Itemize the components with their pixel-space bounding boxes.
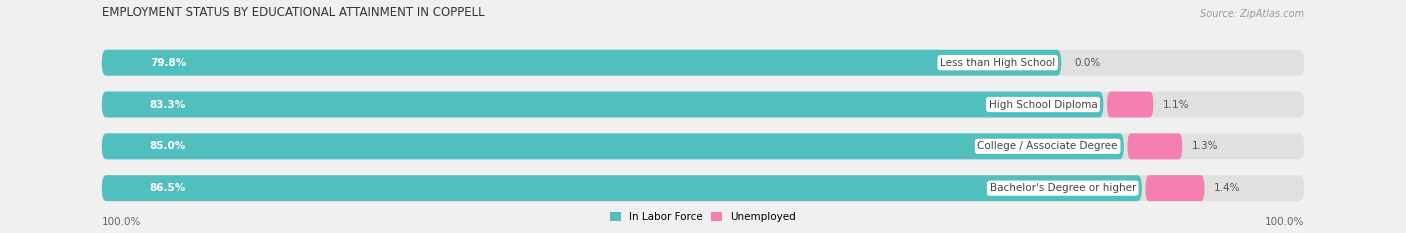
FancyBboxPatch shape — [101, 175, 1142, 201]
FancyBboxPatch shape — [101, 133, 1305, 159]
Text: 83.3%: 83.3% — [150, 99, 186, 110]
Text: High School Diploma: High School Diploma — [988, 99, 1098, 110]
FancyBboxPatch shape — [101, 175, 1305, 201]
Text: Less than High School: Less than High School — [941, 58, 1056, 68]
Legend: In Labor Force, Unemployed: In Labor Force, Unemployed — [610, 212, 796, 222]
FancyBboxPatch shape — [101, 50, 1062, 76]
FancyBboxPatch shape — [1128, 133, 1182, 159]
Text: 1.4%: 1.4% — [1213, 183, 1240, 193]
Text: 86.5%: 86.5% — [150, 183, 186, 193]
FancyBboxPatch shape — [101, 50, 1305, 76]
FancyBboxPatch shape — [101, 92, 1305, 117]
Text: Source: ZipAtlas.com: Source: ZipAtlas.com — [1201, 9, 1305, 19]
FancyBboxPatch shape — [101, 92, 1104, 117]
Text: 1.3%: 1.3% — [1192, 141, 1219, 151]
Text: 85.0%: 85.0% — [150, 141, 186, 151]
FancyBboxPatch shape — [1146, 175, 1205, 201]
Text: 100.0%: 100.0% — [101, 217, 141, 227]
Text: 79.8%: 79.8% — [150, 58, 186, 68]
Text: College / Associate Degree: College / Associate Degree — [977, 141, 1118, 151]
Text: Bachelor's Degree or higher: Bachelor's Degree or higher — [990, 183, 1136, 193]
Text: 100.0%: 100.0% — [1265, 217, 1305, 227]
FancyBboxPatch shape — [101, 133, 1123, 159]
Text: 1.1%: 1.1% — [1163, 99, 1189, 110]
FancyBboxPatch shape — [1107, 92, 1153, 117]
Text: 0.0%: 0.0% — [1074, 58, 1101, 68]
Text: EMPLOYMENT STATUS BY EDUCATIONAL ATTAINMENT IN COPPELL: EMPLOYMENT STATUS BY EDUCATIONAL ATTAINM… — [101, 6, 485, 19]
